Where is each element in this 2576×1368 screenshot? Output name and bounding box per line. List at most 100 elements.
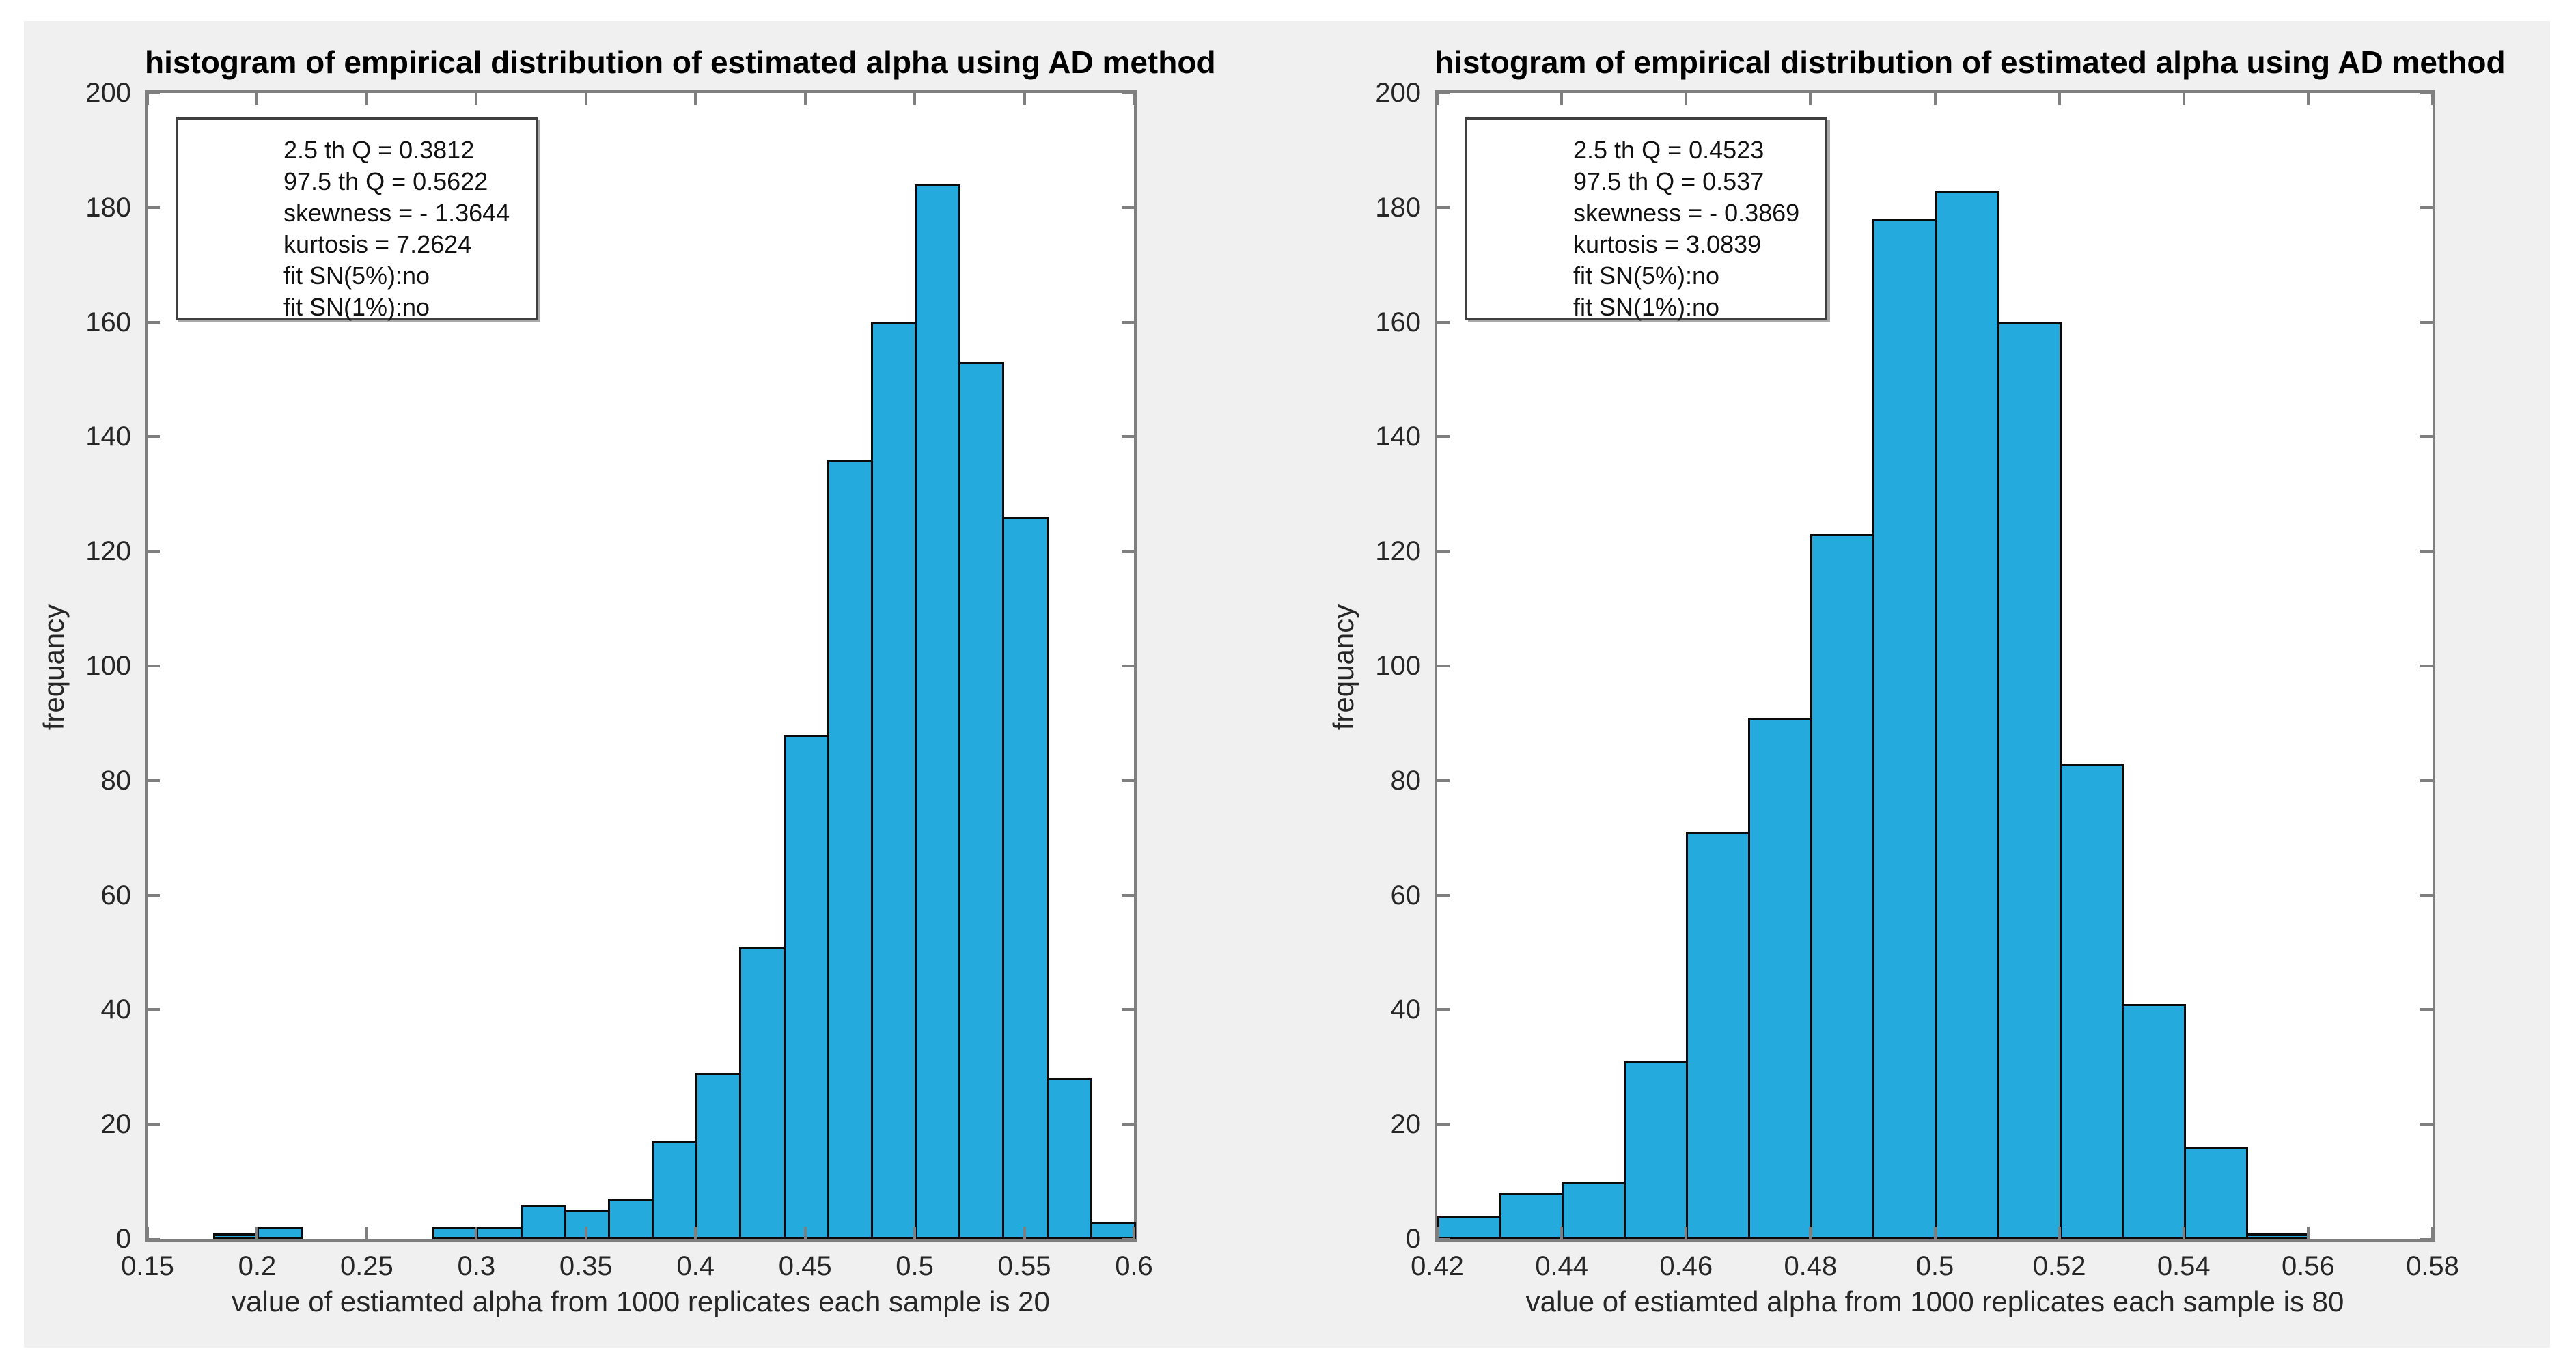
x-tick-label: 0.45 — [778, 1251, 832, 1281]
stat-fit-sn5: fit SN(5%):no — [283, 262, 430, 290]
y-tick-mark — [1437, 92, 1450, 94]
y-tick-mark — [1122, 1008, 1134, 1011]
y-tick-mark — [148, 320, 160, 324]
histogram-bar — [695, 1072, 742, 1239]
y-tick-label: 140 — [85, 421, 131, 452]
y-tick-mark — [1122, 779, 1134, 782]
x-tick-label: 0.2 — [238, 1251, 277, 1281]
x-tick-mark — [146, 1227, 149, 1239]
right-x-axis-label: value of estiamted alpha from 1000 repli… — [1525, 1285, 2344, 1317]
x-tick-mark — [1685, 1227, 1688, 1239]
stat-quantile-high: 97.5 th Q = 0.5622 — [283, 167, 488, 195]
histogram-bar — [783, 734, 829, 1239]
y-tick-mark — [1122, 550, 1134, 553]
y-tick-mark — [2420, 1238, 2433, 1240]
y-tick-mark — [2420, 550, 2433, 553]
x-tick-mark — [1560, 1227, 1564, 1239]
x-tick-mark — [2306, 93, 2310, 105]
y-tick-mark — [1437, 665, 1450, 667]
x-tick-mark — [2431, 1227, 2434, 1239]
y-tick-label: 180 — [85, 192, 131, 223]
y-tick-label: 80 — [100, 765, 132, 796]
y-tick-label: 80 — [1390, 765, 1422, 796]
x-tick-mark — [255, 93, 259, 105]
x-tick-mark — [146, 93, 149, 105]
y-tick-label: 60 — [1390, 880, 1422, 910]
y-tick-mark — [1122, 206, 1134, 209]
y-tick-mark — [2420, 320, 2433, 324]
x-tick-label: 0.48 — [1784, 1251, 1838, 1281]
x-tick-mark — [584, 1227, 587, 1239]
x-tick-label: 0.25 — [340, 1251, 393, 1281]
y-tick-mark — [1437, 779, 1450, 782]
y-tick-mark — [148, 665, 160, 667]
y-tick-label: 0 — [115, 1224, 131, 1254]
histogram-bar — [870, 322, 917, 1239]
x-tick-mark — [1133, 1227, 1135, 1239]
y-tick-mark — [2420, 92, 2433, 94]
y-tick-mark — [1437, 1123, 1450, 1126]
histogram-bar — [2059, 763, 2124, 1239]
y-tick-mark — [1437, 1238, 1450, 1240]
x-tick-label: 0.58 — [2406, 1251, 2459, 1281]
x-tick-mark — [2058, 93, 2061, 105]
histogram-bar — [739, 947, 786, 1239]
histogram-bar — [607, 1199, 654, 1239]
histogram-bar — [1748, 717, 1813, 1239]
stat-kurtosis: kurtosis = 7.2624 — [283, 230, 472, 258]
x-tick-mark — [2306, 1227, 2310, 1239]
y-tick-mark — [1437, 206, 1450, 209]
x-tick-mark — [1933, 93, 1937, 105]
y-tick-mark — [2420, 1008, 2433, 1011]
histogram-bar — [1997, 322, 2062, 1239]
stat-fit-sn1: fit SN(1%):no — [1573, 293, 1720, 321]
x-tick-label: 0.42 — [1411, 1251, 1464, 1281]
y-tick-label: 20 — [100, 1109, 132, 1140]
x-tick-mark — [913, 1227, 917, 1239]
y-tick-mark — [2420, 779, 2433, 782]
x-tick-mark — [1436, 93, 1439, 105]
x-tick-label: 0.54 — [2157, 1251, 2211, 1281]
left-stats-box: 2.5 th Q = 0.3812 97.5 th Q = 0.5622 ske… — [176, 117, 538, 321]
stat-kurtosis: kurtosis = 3.0839 — [1573, 230, 1762, 258]
y-tick-label: 100 — [1375, 651, 1421, 681]
y-tick-mark — [148, 92, 160, 94]
stat-fit-sn1: fit SN(1%):no — [283, 293, 430, 321]
y-tick-label: 20 — [1390, 1109, 1422, 1140]
x-tick-mark — [475, 93, 478, 105]
x-tick-mark — [1023, 93, 1026, 105]
x-tick-label: 0.6 — [1115, 1251, 1153, 1281]
x-tick-mark — [1023, 1227, 1026, 1239]
y-tick-mark — [1122, 1238, 1134, 1240]
stat-skewness: skewness = - 0.3869 — [1573, 199, 1800, 227]
stat-quantile-low: 2.5 th Q = 0.3812 — [283, 136, 475, 164]
y-tick-label: 120 — [1375, 536, 1421, 567]
y-tick-mark — [1122, 1123, 1134, 1126]
histogram-bar — [1499, 1192, 1564, 1239]
histogram-bar — [1562, 1182, 1626, 1239]
y-tick-label: 120 — [85, 536, 131, 567]
y-tick-mark — [148, 435, 160, 438]
x-tick-mark — [2431, 93, 2434, 105]
y-tick-mark — [1437, 550, 1450, 553]
y-tick-mark — [1122, 893, 1134, 897]
histogram-bar — [257, 1227, 303, 1239]
y-tick-label: 100 — [85, 651, 131, 681]
x-tick-label: 0.5 — [896, 1251, 934, 1281]
y-tick-label: 140 — [1375, 421, 1421, 452]
x-tick-label: 0.3 — [457, 1251, 496, 1281]
y-tick-mark — [1437, 893, 1450, 897]
y-tick-mark — [2420, 665, 2433, 667]
y-tick-mark — [148, 779, 160, 782]
x-tick-mark — [803, 1227, 807, 1239]
y-tick-label: 0 — [1405, 1224, 1421, 1254]
stat-skewness: skewness = - 1.3644 — [283, 199, 510, 227]
y-tick-label: 40 — [100, 994, 132, 1025]
stat-quantile-low: 2.5 th Q = 0.4523 — [1573, 136, 1764, 164]
y-tick-mark — [148, 206, 160, 209]
x-tick-mark — [255, 1227, 259, 1239]
x-tick-label: 0.4 — [676, 1251, 715, 1281]
x-tick-mark — [475, 1227, 478, 1239]
y-tick-mark — [148, 1123, 160, 1126]
x-tick-label: 0.15 — [121, 1251, 174, 1281]
